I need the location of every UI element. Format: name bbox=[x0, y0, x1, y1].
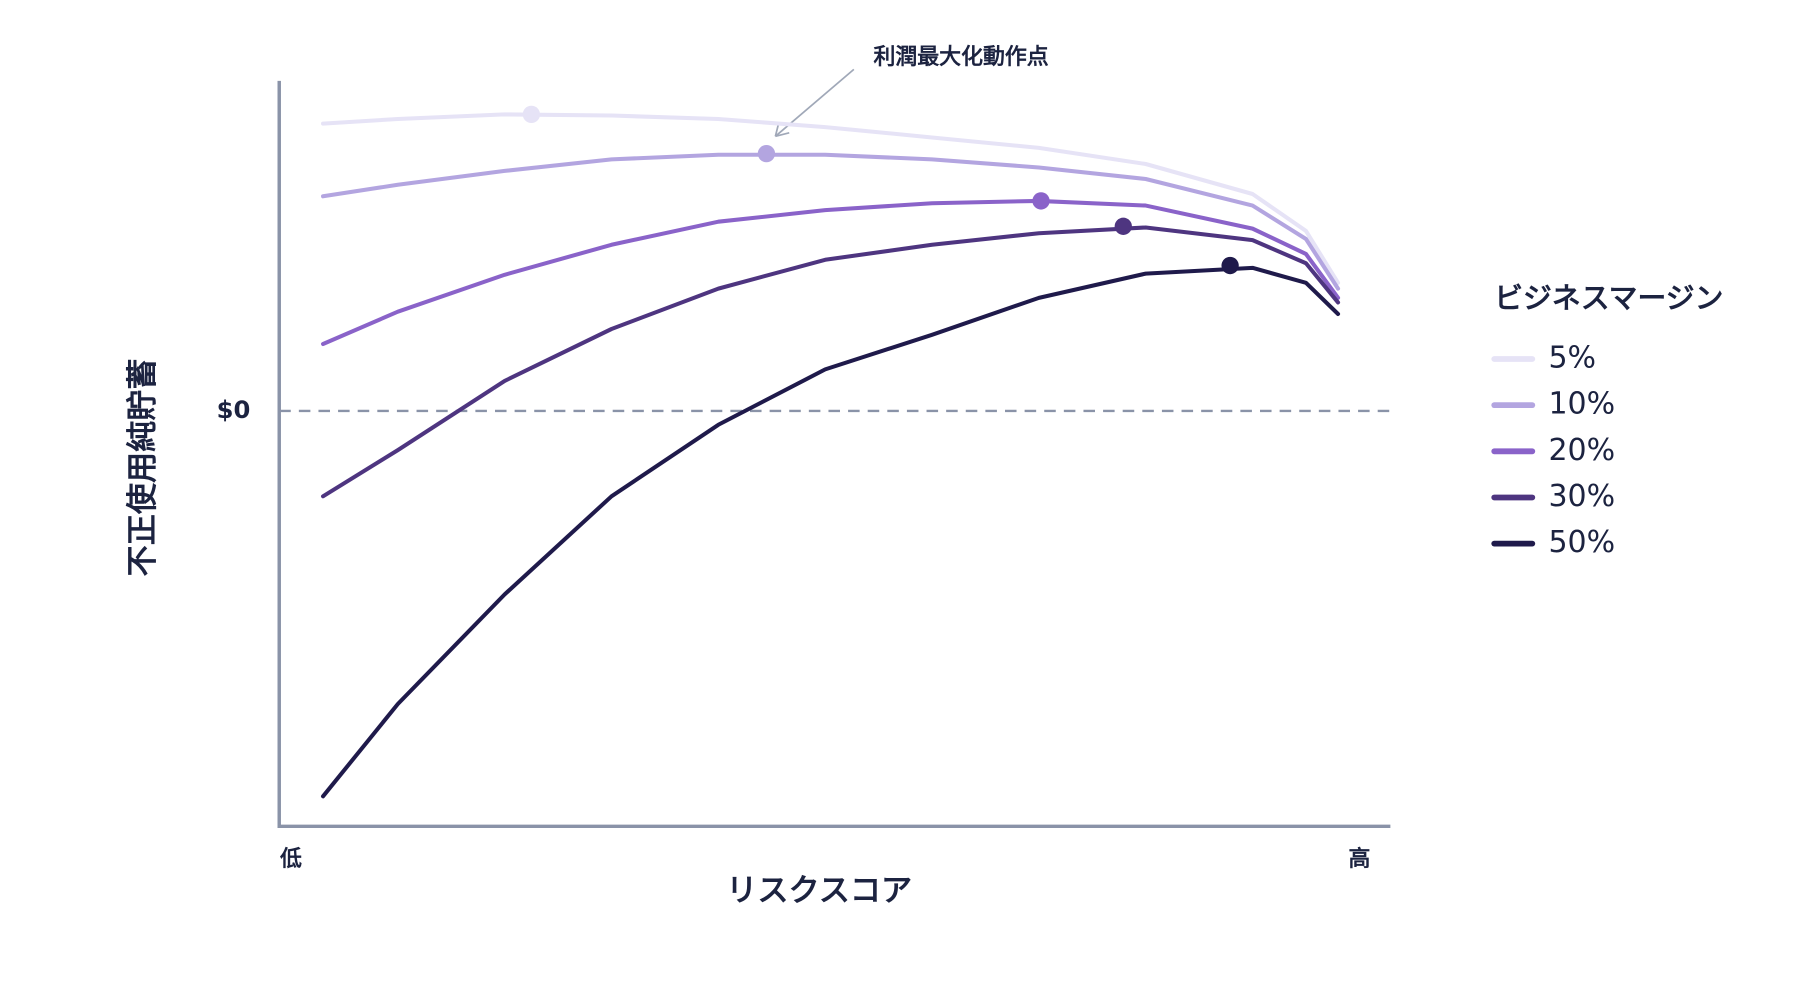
x-axis-label: リスクスコア bbox=[726, 873, 912, 909]
series-line bbox=[321, 198, 1341, 347]
optimal-point bbox=[522, 105, 541, 124]
series-line bbox=[321, 112, 1341, 285]
y-tick-label: $0 bbox=[217, 396, 251, 424]
optimal-point bbox=[1221, 256, 1239, 275]
x-tick-label: 高 bbox=[1348, 846, 1370, 872]
legend-label: 30% bbox=[1548, 479, 1615, 514]
series-line bbox=[321, 152, 1341, 291]
series-line bbox=[321, 265, 1341, 799]
legend-label: 5% bbox=[1548, 341, 1596, 376]
x-tick-label: 低 bbox=[279, 847, 302, 872]
legend-label: 50% bbox=[1548, 525, 1615, 560]
optimal-point bbox=[757, 144, 776, 163]
legend-label: 10% bbox=[1548, 387, 1615, 422]
legend-label: 20% bbox=[1548, 433, 1615, 468]
series-line bbox=[321, 225, 1341, 499]
annotation: 利潤最大化動作点 bbox=[873, 44, 1048, 70]
optimal-point bbox=[1114, 217, 1132, 235]
legend-title: ビジネスマージン bbox=[1494, 281, 1723, 315]
y-axis-label: 不正使用純貯蓄 bbox=[125, 358, 161, 576]
optimal-point bbox=[1032, 192, 1050, 210]
